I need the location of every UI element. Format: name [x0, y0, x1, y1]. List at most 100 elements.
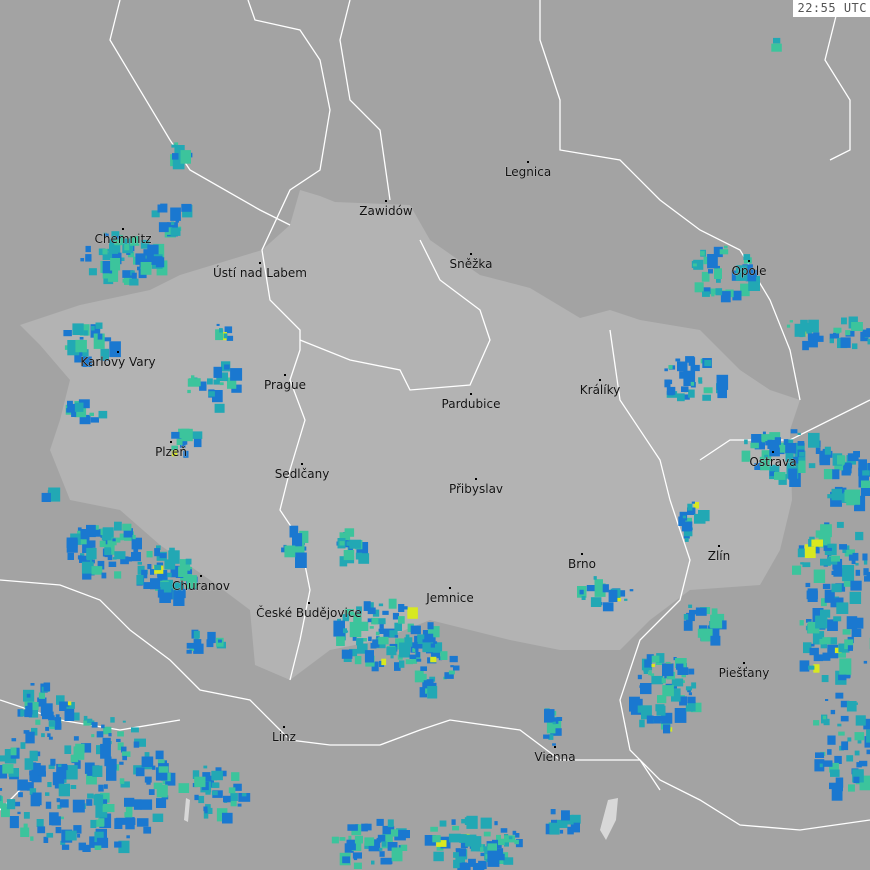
radar-echo	[830, 598, 839, 608]
radar-echo	[144, 776, 152, 783]
radar-echo	[860, 487, 870, 496]
city-marker: Linz	[272, 726, 296, 744]
radar-echo	[677, 393, 685, 402]
radar-echo	[54, 784, 60, 789]
radar-echo	[698, 377, 703, 382]
radar-echo	[223, 795, 231, 803]
radar-echo	[95, 803, 108, 818]
radar-echo	[81, 356, 92, 367]
radar-echo	[211, 770, 223, 781]
city-markers: Legnica Zawidów Chemnitz Sněžka Ústí nad Lab…	[80, 161, 797, 764]
radar-echo	[550, 809, 556, 815]
radar-echo	[75, 743, 85, 754]
radar-echo	[684, 537, 689, 542]
radar-echo	[121, 746, 127, 753]
radar-echo	[831, 583, 842, 593]
radar-echo	[841, 741, 849, 751]
radar-echo	[91, 722, 98, 728]
radar-echo	[355, 552, 363, 560]
radar-echo	[159, 553, 167, 559]
radar-echo	[0, 755, 6, 762]
radar-echo	[104, 233, 109, 237]
radar-echo	[38, 692, 45, 699]
radar-echo	[644, 659, 652, 668]
radar-echo	[799, 660, 810, 672]
radar-echo	[0, 795, 2, 801]
radar-echo	[691, 260, 703, 268]
radar-echo	[207, 378, 213, 385]
radar-echo	[59, 799, 69, 808]
radar-echo	[496, 834, 501, 841]
radar-echo	[67, 400, 73, 406]
radar-echo	[29, 788, 37, 795]
radar-echo	[579, 589, 584, 595]
radar-echo	[483, 831, 491, 837]
city-marker: Ústí nad Labem	[213, 262, 307, 280]
radar-echo	[100, 792, 110, 803]
radar-echo	[194, 794, 199, 801]
radar-echo	[643, 671, 648, 674]
city-label: Ostrava	[749, 455, 796, 469]
radar-echo	[102, 261, 113, 274]
radar-echo	[405, 634, 410, 638]
radar-echo	[835, 597, 844, 607]
radar-echo	[846, 494, 855, 506]
radar-echo	[378, 636, 389, 645]
radar-echo	[812, 608, 824, 622]
radar-echo	[640, 683, 652, 695]
radar-echo	[586, 585, 597, 592]
radar-echo	[224, 326, 233, 334]
radar-echo	[847, 737, 852, 742]
radar-echo	[448, 670, 455, 675]
radar-echo	[36, 819, 44, 827]
radar-echo	[151, 210, 160, 218]
radar-echo	[174, 585, 183, 592]
radar-echo	[371, 661, 379, 672]
city-label: Plzeň	[155, 445, 187, 459]
radar-echo	[744, 439, 748, 445]
radar-echo	[473, 836, 482, 846]
radar-echo	[372, 639, 380, 648]
radar-echo	[147, 564, 152, 570]
radar-echo	[66, 765, 78, 780]
radar-echo	[78, 842, 86, 851]
radar-echo	[203, 806, 208, 812]
radar-echo	[776, 442, 788, 453]
radar-echo	[29, 750, 38, 762]
radar-echo	[785, 443, 797, 454]
radar-echo	[820, 558, 831, 566]
radar-echo	[358, 553, 370, 564]
city-dot-icon	[308, 602, 310, 604]
radar-echo	[827, 749, 832, 755]
radar-echo	[375, 631, 380, 636]
radar-echo	[797, 441, 805, 446]
radar-echo	[849, 591, 862, 604]
radar-echo	[862, 329, 870, 338]
radar-echo	[723, 245, 728, 249]
city-marker: Plzeň	[155, 441, 187, 459]
radar-echo	[802, 340, 809, 351]
radar-echo	[143, 582, 154, 589]
radar-echo	[79, 324, 90, 336]
radar-echo	[302, 546, 307, 551]
city-dot-icon	[449, 587, 451, 589]
radar-echo	[851, 617, 864, 629]
radar-echo	[834, 647, 842, 654]
radar-echo	[804, 544, 816, 558]
radar-echo	[840, 337, 851, 348]
radar-echo	[64, 345, 69, 350]
radar-echo	[387, 842, 398, 851]
radar-echo	[450, 665, 454, 668]
radar-echo	[688, 692, 692, 696]
radar-echo	[769, 471, 775, 477]
radar-echo	[740, 283, 750, 297]
radar-echo	[213, 366, 222, 378]
radar-echo	[100, 743, 111, 759]
radar-echo	[666, 386, 676, 395]
radar-echo	[73, 736, 79, 741]
radar-echo	[47, 782, 52, 788]
radar-echo	[134, 738, 146, 747]
radar-echo	[88, 268, 97, 276]
radar-echo	[720, 291, 731, 303]
